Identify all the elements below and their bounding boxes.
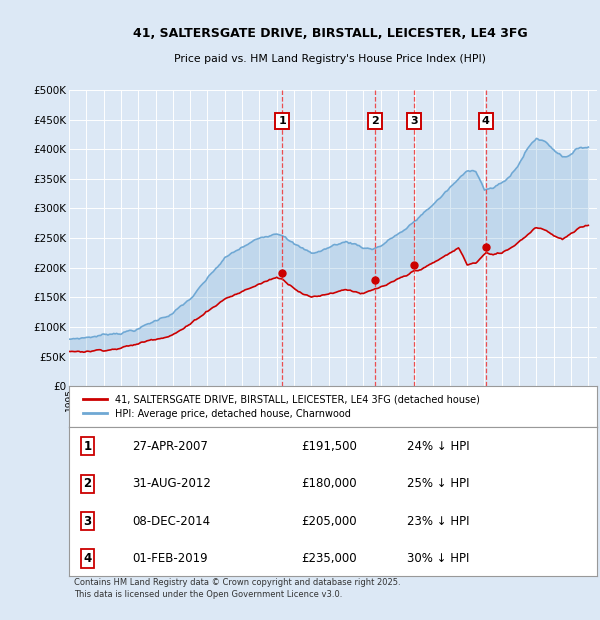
Text: 4: 4: [83, 552, 92, 565]
Text: £180,000: £180,000: [301, 477, 357, 490]
Text: £205,000: £205,000: [301, 515, 357, 528]
Text: £191,500: £191,500: [301, 440, 357, 453]
Text: 1: 1: [278, 116, 286, 126]
Text: 31-AUG-2012: 31-AUG-2012: [133, 477, 211, 490]
Text: 23% ↓ HPI: 23% ↓ HPI: [407, 515, 469, 528]
Text: 41, SALTERSGATE DRIVE, BIRSTALL, LEICESTER, LE4 3FG: 41, SALTERSGATE DRIVE, BIRSTALL, LEICEST…: [133, 27, 527, 40]
Text: 3: 3: [83, 515, 92, 528]
Text: 3: 3: [410, 116, 418, 126]
Text: 4: 4: [482, 116, 490, 126]
Text: £235,000: £235,000: [301, 552, 357, 565]
Text: 24% ↓ HPI: 24% ↓ HPI: [407, 440, 470, 453]
Text: 2: 2: [83, 477, 92, 490]
Text: Contains HM Land Registry data © Crown copyright and database right 2025.
This d: Contains HM Land Registry data © Crown c…: [74, 578, 401, 599]
Text: 08-DEC-2014: 08-DEC-2014: [133, 515, 211, 528]
Text: 25% ↓ HPI: 25% ↓ HPI: [407, 477, 469, 490]
Text: Price paid vs. HM Land Registry's House Price Index (HPI): Price paid vs. HM Land Registry's House …: [174, 54, 486, 64]
Text: 01-FEB-2019: 01-FEB-2019: [133, 552, 208, 565]
Legend: 41, SALTERSGATE DRIVE, BIRSTALL, LEICESTER, LE4 3FG (detached house), HPI: Avera: 41, SALTERSGATE DRIVE, BIRSTALL, LEICEST…: [79, 390, 484, 423]
Text: 27-APR-2007: 27-APR-2007: [133, 440, 208, 453]
Text: 1: 1: [83, 440, 92, 453]
Text: 30% ↓ HPI: 30% ↓ HPI: [407, 552, 469, 565]
Text: 2: 2: [371, 116, 379, 126]
